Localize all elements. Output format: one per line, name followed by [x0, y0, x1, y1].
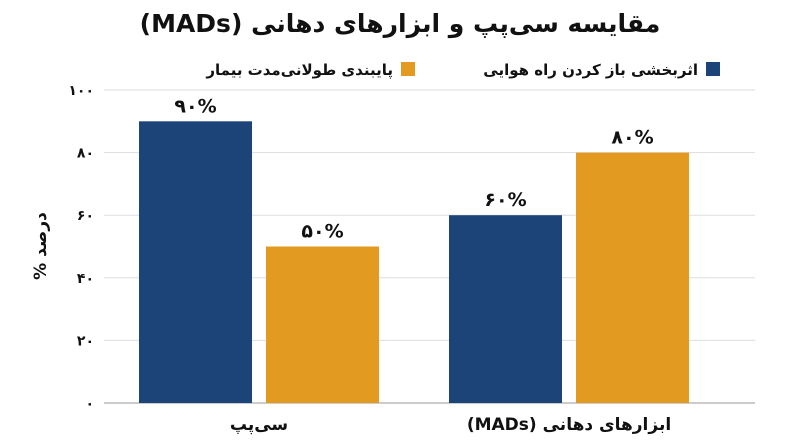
- y-axis-label: درصد %: [31, 212, 51, 280]
- bar: [266, 246, 379, 403]
- legend-swatch-long-term-adherence: [401, 62, 415, 76]
- data-labels: ۹۰% ۵۰% ۶۰% ۸۰%: [174, 95, 653, 242]
- data-label: ۵۰%: [301, 221, 343, 243]
- chart-title: مقایسه سی‌پپ و ابزارهای دهانی (MADs): [140, 9, 661, 39]
- y-tick-label: ۴۰: [77, 271, 94, 287]
- category-label-cpap: سی‌پپ: [230, 415, 288, 435]
- data-label: ۸۰%: [611, 127, 653, 149]
- legend-label-long-term-adherence: پایبندی طولانی‌مدت بیمار: [205, 61, 393, 80]
- legend: اثربخشی باز کردن راه هوایی پایبندی طولان…: [205, 61, 720, 80]
- data-label: ۶۰%: [484, 189, 526, 211]
- bar: [449, 215, 562, 403]
- category-label-mads: ابزارهای دهانی (MADs): [467, 415, 671, 435]
- y-tick-label: ۱۰۰: [68, 83, 94, 99]
- y-tick-label: ۰: [85, 396, 94, 412]
- y-tick-label: ۸۰: [77, 146, 94, 162]
- legend-label-airway-effectiveness: اثربخشی باز کردن راه هوایی: [483, 61, 698, 79]
- y-tick-label: ۶۰: [77, 208, 94, 224]
- bars: [139, 121, 689, 404]
- bar: [139, 121, 252, 404]
- y-axis-ticks: ۰ ۲۰ ۴۰ ۶۰ ۸۰ ۱۰۰: [68, 83, 94, 412]
- y-tick-label: ۲۰: [77, 333, 94, 349]
- data-label: ۹۰%: [174, 95, 216, 117]
- bar: [576, 152, 689, 403]
- legend-swatch-airway-effectiveness: [706, 62, 720, 76]
